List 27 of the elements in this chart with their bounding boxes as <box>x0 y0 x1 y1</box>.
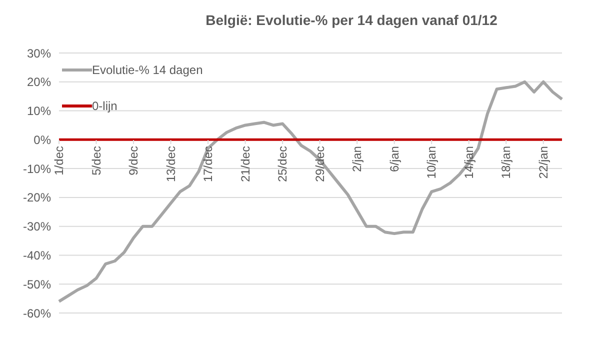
x-tick-label: 9/dec <box>126 146 141 176</box>
legend-label: Evolutie-% 14 dagen <box>92 63 203 77</box>
y-tick-label: -50% <box>22 277 52 292</box>
y-tick-label: 30% <box>26 46 52 60</box>
x-tick-label: 1/dec <box>52 146 66 176</box>
x-tick-label: 18/jan <box>499 146 514 179</box>
y-tick-label: -40% <box>22 248 52 262</box>
x-tick-label: 25/dec <box>276 146 290 182</box>
chart-title: België: Evolutie-% per 14 dagen vanaf 01/12 <box>204 12 498 28</box>
y-tick-label: -20% <box>22 190 52 205</box>
y-tick-label: 10% <box>26 104 52 118</box>
y-tick-label: 0% <box>34 132 52 147</box>
x-tick-label: 10/jan <box>424 146 439 179</box>
legend-label: 0-lijn <box>92 99 118 113</box>
y-tick-label: 20% <box>26 75 52 90</box>
x-tick-label: 14/jan <box>462 146 476 179</box>
x-tick-label: 13/dec <box>164 146 178 182</box>
x-tick-label: 22/jan <box>536 146 550 179</box>
y-tick-label: -60% <box>22 306 52 320</box>
y-tick-label: -30% <box>22 220 52 234</box>
x-tick-label: 29/dec <box>312 146 327 182</box>
x-tick-label: 2/jan <box>350 146 364 172</box>
x-tick-label: 17/dec <box>201 146 216 182</box>
x-tick-label: 21/dec <box>238 146 252 182</box>
y-tick-label: -10% <box>22 162 52 176</box>
x-tick-label: 6/jan <box>387 146 402 172</box>
x-tick-label: 5/dec <box>89 146 104 176</box>
